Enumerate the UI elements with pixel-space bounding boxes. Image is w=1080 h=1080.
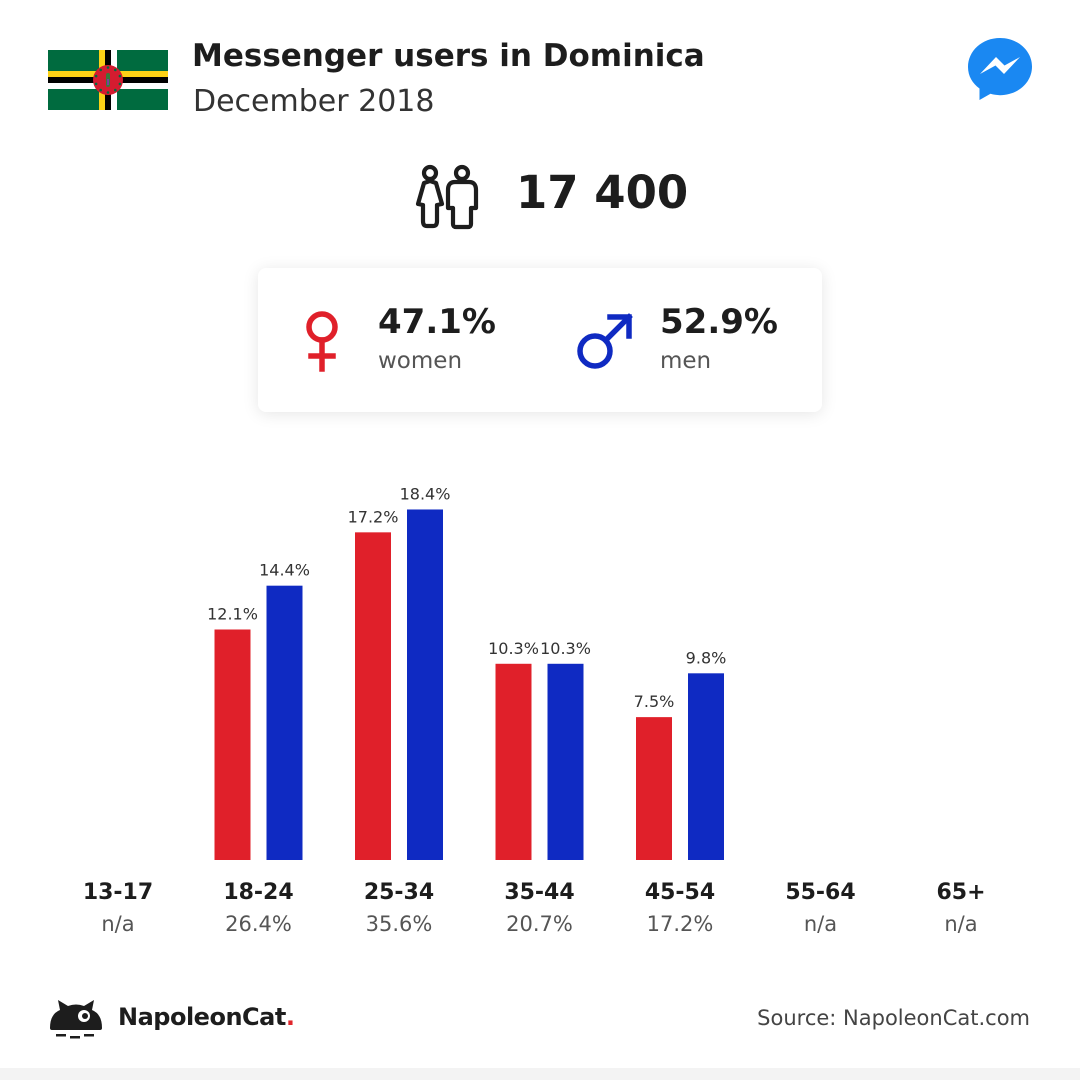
category-total-18-24: 26.4% [225, 912, 292, 936]
women-label: women [378, 348, 463, 374]
men-bar-25-34 [407, 509, 443, 860]
female-icon [306, 311, 338, 372]
men-percentage: 52.9% [660, 302, 778, 342]
men-label: men [660, 348, 712, 374]
brand-name: NapoleonCat. [118, 1003, 295, 1031]
messenger-icon [968, 38, 1032, 100]
source-credit: Source: NapoleonCat.com [757, 1006, 1030, 1030]
page-subtitle: December 2018 [193, 84, 435, 119]
category-label-13-17: 13-17 [83, 880, 153, 905]
category-label-55-64: 55-64 [785, 880, 855, 905]
category-label-25-34: 25-34 [364, 880, 434, 905]
women-bar-25-34 [355, 532, 391, 860]
male-icon [577, 313, 633, 369]
men-bar-45-54 [688, 673, 724, 860]
women-value-label-45-54: 7.5% [634, 692, 675, 711]
dominica-flag-icon [48, 50, 168, 110]
category-label-45-54: 45-54 [645, 880, 715, 905]
gender-split-card: 47.1% women 52.9% men [258, 268, 822, 412]
women-bar-35-44 [495, 663, 532, 860]
category-total-55-64: n/a [804, 912, 837, 936]
men-bar-35-44 [547, 663, 584, 860]
page-title: Messenger users in Dominica [192, 38, 705, 74]
women-value-label-18-24: 12.1% [207, 604, 258, 623]
napoleoncat-logo-icon [50, 1000, 102, 1039]
category-total-25-34: 35.6% [366, 912, 433, 936]
category-label-35-44: 35-44 [504, 880, 574, 905]
category-total-13-17: n/a [101, 912, 134, 936]
women-bar-18-24 [214, 629, 251, 860]
category-label-18-24: 18-24 [223, 880, 293, 905]
men-value-label-45-54: 9.8% [686, 648, 727, 667]
men-value-label-18-24: 14.4% [259, 561, 310, 580]
category-total-35-44: 20.7% [506, 912, 573, 936]
category-label-65+: 65+ [936, 880, 985, 905]
women-value-label-35-44: 10.3% [488, 639, 539, 658]
category-total-45-54: 17.2% [647, 912, 714, 936]
age-gender-bar-chart: 13-17n/a12.1%14.4%18-2426.4%17.2%18.4%25… [83, 484, 986, 936]
category-total-65+: n/a [944, 912, 977, 936]
women-value-label-25-34: 17.2% [348, 507, 399, 526]
men-value-label-25-34: 18.4% [400, 484, 451, 503]
bottom-strip [0, 1068, 1080, 1080]
people-icon [415, 164, 479, 230]
women-bar-45-54 [636, 717, 672, 860]
men-bar-18-24 [266, 585, 303, 860]
women-percentage: 47.1% [378, 302, 496, 342]
total-users-value: 17 400 [516, 166, 689, 219]
men-value-label-35-44: 10.3% [540, 639, 591, 658]
